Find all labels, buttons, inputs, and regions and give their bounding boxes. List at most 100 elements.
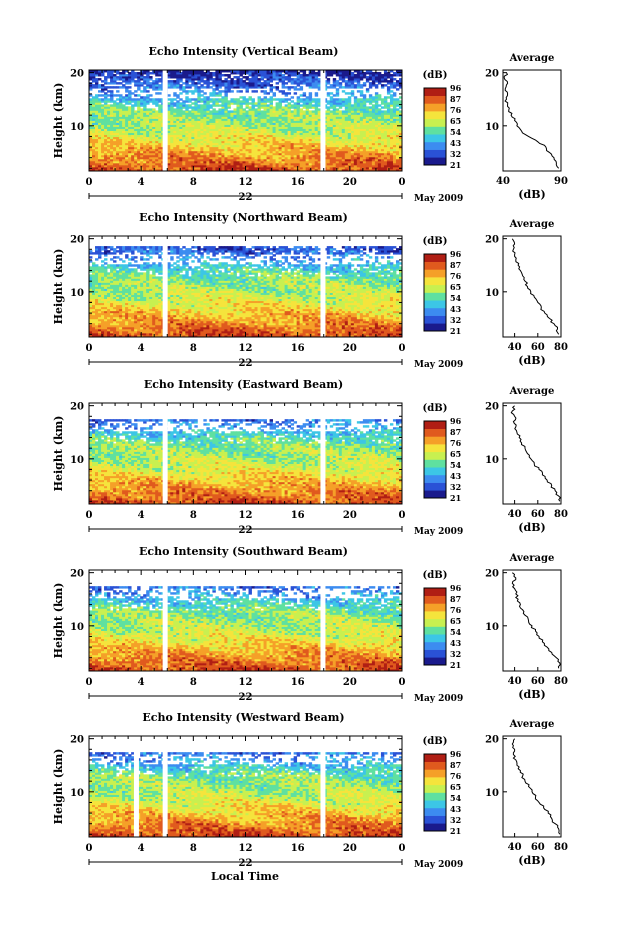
heatmap-cell: [188, 90, 191, 92]
heatmap-cell: [309, 92, 312, 94]
heatmap-cell: [249, 78, 252, 80]
profile-x-tick-label: 40: [496, 176, 510, 187]
heatmap-cell: [116, 86, 119, 88]
heatmap-cell: [366, 88, 369, 90]
heatmap-cell: [230, 110, 233, 112]
heatmap-cell: [107, 98, 110, 100]
colorbar-segment: [424, 134, 446, 142]
heatmap-cell: [378, 72, 381, 74]
heatmap-cell: [224, 74, 227, 76]
heatmap-cell: [134, 110, 137, 112]
heatmap-cell: [384, 110, 387, 112]
heatmap-cell: [140, 90, 143, 92]
heatmap-cell: [236, 90, 239, 92]
heatmap-cell: [149, 94, 152, 96]
heatmap-cell: [267, 104, 270, 106]
panel-2: Echo Intensity (Northward Beam)1020Heigh…: [52, 211, 568, 370]
heatmap-cell: [282, 74, 285, 76]
heatmap-cell: [345, 98, 348, 100]
heatmap-cell: [249, 106, 252, 108]
heatmap-cell: [149, 76, 152, 78]
heatmap-cell: [173, 102, 176, 104]
heatmap-cell: [188, 98, 191, 100]
heatmap-cell: [179, 98, 182, 100]
heatmap-cell: [291, 86, 294, 88]
heatmap-cell: [258, 78, 261, 80]
heatmap-cell: [282, 106, 285, 108]
heatmap-cell: [107, 264, 110, 266]
heatmap-cell: [95, 264, 98, 266]
heatmap-cell: [188, 104, 191, 106]
heatmap-cell: [252, 98, 255, 100]
heatmap-cell: [396, 88, 399, 90]
heatmap-cell: [122, 104, 125, 106]
heatmap-cell: [363, 82, 366, 84]
heatmap-cell: [381, 110, 384, 112]
heatmap-cell: [152, 98, 155, 100]
heatmap-cell: [209, 86, 212, 88]
heatmap-cell: [218, 104, 221, 106]
heatmap-cell: [351, 72, 354, 74]
heatmap-cell: [285, 82, 288, 84]
heatmap-cell: [393, 98, 396, 100]
heatmap-cell: [372, 72, 375, 74]
heatmap-cell: [116, 102, 119, 104]
heatmap-cell: [104, 246, 107, 248]
heatmap-cell: [233, 108, 236, 110]
heatmap-cell: [104, 262, 107, 264]
heatmap-cell: [125, 94, 128, 96]
heatmap-cell: [312, 104, 315, 106]
heatmap-cell: [131, 98, 134, 100]
heatmap-cell: [246, 98, 249, 100]
heatmap-cell: [98, 94, 101, 96]
heatmap-cell: [89, 266, 92, 268]
heatmap-cell: [239, 100, 242, 102]
profile-x-label: (dB): [518, 188, 545, 201]
heatmap-cell: [273, 106, 276, 108]
heatmap-cell: [200, 84, 203, 86]
heatmap-cell: [230, 90, 233, 92]
heatmap-cell: [203, 86, 206, 88]
heatmap-cell: [315, 72, 318, 74]
heatmap-cell: [336, 108, 339, 110]
heatmap-cell: [387, 96, 390, 98]
colorbar-tick-label: 65: [450, 116, 461, 126]
heatmap-cell: [158, 98, 161, 100]
heatmap-cell: [288, 92, 291, 94]
heatmap-cell: [155, 78, 158, 80]
heatmap-cell: [119, 86, 122, 88]
heatmap-cell: [249, 96, 252, 98]
heatmap-cell: [107, 86, 110, 88]
heatmap-cell: [200, 94, 203, 96]
heatmap-cell: [393, 82, 396, 84]
heatmap-cell: [185, 90, 188, 92]
heatmap-cell: [330, 110, 333, 112]
heatmap-cell: [360, 84, 363, 86]
data-gap: [320, 70, 325, 171]
heatmap-cell: [291, 104, 294, 106]
heatmap-cell: [279, 98, 282, 100]
heatmap-cell: [113, 86, 116, 88]
heatmap-cell: [396, 80, 399, 82]
heatmap-cell: [288, 86, 291, 88]
heatmap: [89, 246, 402, 337]
heatmap-cell: [125, 86, 128, 88]
heatmap-cell: [384, 96, 387, 98]
heatmap-cell: [185, 104, 188, 106]
heatmap-cell: [288, 98, 291, 100]
heatmap-cell: [101, 104, 104, 106]
heatmap-cell: [209, 104, 212, 106]
heatmap-cell: [119, 82, 122, 84]
heatmap-cell: [393, 78, 396, 80]
date-label: 22: [239, 192, 253, 203]
heatmap-cell: [333, 94, 336, 96]
heatmap-cell: [170, 98, 173, 100]
heatmap-cell: [155, 92, 158, 94]
heatmap-cell: [116, 76, 119, 78]
heatmap-cell: [372, 96, 375, 98]
heatmap-cell: [375, 84, 378, 86]
heatmap-cell: [342, 86, 345, 88]
heatmap-cell: [300, 86, 303, 88]
x-tick-label: 4: [138, 177, 145, 188]
heatmap-cell: [110, 104, 113, 106]
